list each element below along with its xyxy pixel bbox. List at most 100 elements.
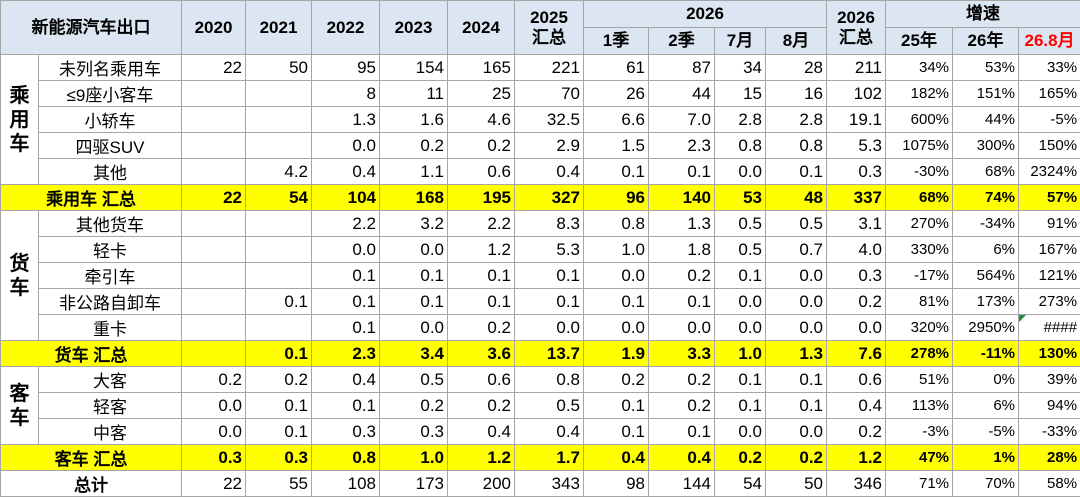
value-cell: 28: [766, 55, 827, 81]
value-cell: 5.3: [515, 237, 584, 263]
row-name: 牵引车: [39, 263, 182, 289]
value-cell: 154: [380, 55, 448, 81]
value-cell: 1%: [953, 445, 1019, 471]
value-cell: 327: [515, 185, 584, 211]
value-cell: 0.4: [649, 445, 715, 471]
value-cell: 3.4: [380, 341, 448, 367]
value-cell: 53%: [953, 55, 1019, 81]
value-cell: 0.4: [312, 159, 380, 185]
value-cell: 195: [448, 185, 515, 211]
value-cell: 8.3: [515, 211, 584, 237]
value-cell: 0.1: [515, 263, 584, 289]
value-cell: 1.9: [584, 341, 649, 367]
value-cell: 0.0: [766, 289, 827, 315]
value-cell: 2.2: [448, 211, 515, 237]
value-cell: 0.0: [766, 419, 827, 445]
value-cell: [182, 289, 246, 315]
value-cell: 0.1: [584, 393, 649, 419]
value-cell: 0.3: [246, 445, 312, 471]
value-cell: 0.2: [766, 445, 827, 471]
value-cell: 1075%: [886, 133, 953, 159]
value-cell: 25: [448, 81, 515, 107]
value-cell: 140: [649, 185, 715, 211]
row-name: 乘用车 汇总: [1, 185, 182, 211]
value-cell: 270%: [886, 211, 953, 237]
year-header: 2022: [312, 1, 380, 55]
value-cell: 50: [246, 55, 312, 81]
value-cell: 39%: [1019, 367, 1080, 393]
value-cell: 121%: [1019, 263, 1080, 289]
value-cell: -11%: [953, 341, 1019, 367]
value-cell: 0.3: [182, 445, 246, 471]
value-cell: 26: [584, 81, 649, 107]
value-cell: 0.4: [584, 445, 649, 471]
value-cell: 0.5: [515, 393, 584, 419]
value-cell: 32.5: [515, 107, 584, 133]
value-cell: 34: [715, 55, 766, 81]
value-cell: 47%: [886, 445, 953, 471]
value-cell: 0.1: [766, 159, 827, 185]
value-cell: 102: [827, 81, 886, 107]
value-cell: 0.1: [380, 289, 448, 315]
value-cell: 15: [715, 81, 766, 107]
value-cell: [246, 315, 312, 341]
value-cell: [182, 237, 246, 263]
value-cell: 343: [515, 471, 584, 497]
value-cell: 0.2: [380, 393, 448, 419]
value-cell: 22: [182, 55, 246, 81]
value-cell: 22: [182, 471, 246, 497]
value-cell: 0.0: [182, 419, 246, 445]
header-line: 2025: [518, 8, 580, 28]
value-cell: 28%: [1019, 445, 1080, 471]
value-cell: 3.3: [649, 341, 715, 367]
value-cell: 0.1: [515, 289, 584, 315]
value-cell: 8: [312, 81, 380, 107]
value-cell: 1.0: [380, 445, 448, 471]
value-cell: 0.0: [312, 133, 380, 159]
value-cell: 87: [649, 55, 715, 81]
value-cell: 95: [312, 55, 380, 81]
value-cell: 70: [515, 81, 584, 107]
header-line: 汇总: [518, 28, 580, 48]
value-cell: 346: [827, 471, 886, 497]
value-cell: 94%: [1019, 393, 1080, 419]
value-cell: [182, 159, 246, 185]
value-cell: 167%: [1019, 237, 1080, 263]
value-cell: 0.1: [448, 263, 515, 289]
value-cell: 48: [766, 185, 827, 211]
value-cell: 0.8: [584, 211, 649, 237]
value-cell: 0.1: [246, 341, 312, 367]
value-cell: 91%: [1019, 211, 1080, 237]
value-cell: 0.1: [246, 289, 312, 315]
value-cell: 0.3: [312, 419, 380, 445]
value-cell: 0.0: [715, 289, 766, 315]
value-cell: 58%: [1019, 471, 1080, 497]
value-cell: 0.8: [312, 445, 380, 471]
value-cell: [182, 107, 246, 133]
value-cell: 144: [649, 471, 715, 497]
value-cell: 221: [515, 55, 584, 81]
value-cell: [246, 263, 312, 289]
value-cell: 0.1: [380, 263, 448, 289]
value-cell: 0.3: [827, 263, 886, 289]
value-cell: 564%: [953, 263, 1019, 289]
value-cell: ####: [1019, 315, 1080, 341]
value-cell: 150%: [1019, 133, 1080, 159]
value-cell: 98: [584, 471, 649, 497]
value-cell: 600%: [886, 107, 953, 133]
group-label: 客车: [1, 367, 39, 445]
growth-header: 26年: [953, 28, 1019, 55]
value-cell: 0.5: [766, 211, 827, 237]
value-cell: 0.1: [246, 419, 312, 445]
value-cell: [246, 237, 312, 263]
value-cell: 1.7: [515, 445, 584, 471]
year-header: 2020: [182, 1, 246, 55]
value-cell: 22: [182, 185, 246, 211]
value-cell: 3.2: [380, 211, 448, 237]
group-label: 乘用车: [1, 55, 39, 185]
value-cell: 55: [246, 471, 312, 497]
value-cell: 0.0: [584, 263, 649, 289]
